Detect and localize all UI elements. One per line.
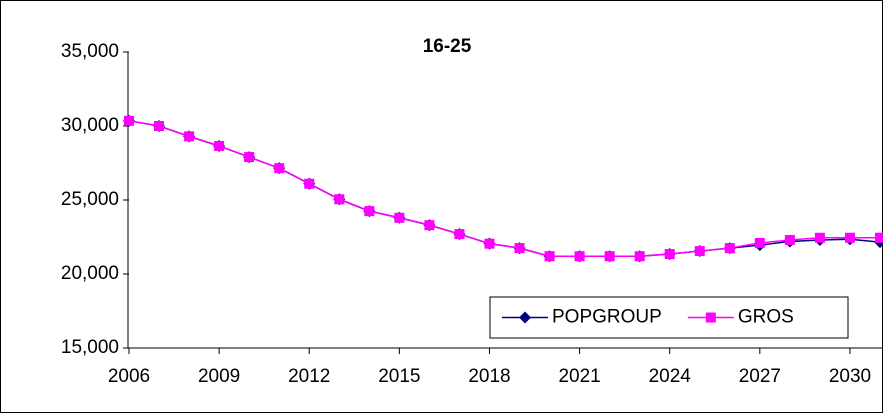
series-line [128, 120, 880, 257]
x-tick-label: 2021 [558, 366, 600, 387]
marker [754, 237, 765, 248]
marker [244, 152, 255, 163]
marker [514, 243, 525, 254]
y-tick-label: 35,000 [61, 41, 119, 62]
chart-title: 16-25 [423, 36, 472, 57]
marker [154, 121, 165, 131]
x-tick-label: 2027 [739, 366, 781, 387]
legend-box [489, 296, 849, 339]
marker [784, 234, 795, 245]
marker [304, 178, 315, 189]
marker [364, 206, 375, 217]
y-tick-label: 30,000 [61, 115, 119, 136]
marker [454, 229, 465, 240]
y-tick-label: 20,000 [61, 263, 119, 284]
marker [214, 140, 225, 151]
marker [705, 312, 716, 323]
marker [874, 232, 883, 243]
x-tick-label: 2024 [649, 366, 692, 387]
x-tick-label: 2006 [108, 366, 150, 387]
marker [484, 238, 495, 249]
marker [814, 232, 825, 243]
marker [424, 220, 435, 231]
marker [544, 251, 555, 262]
marker [394, 212, 405, 223]
marker [724, 243, 735, 254]
legend-label: POPGROUP [552, 307, 662, 328]
x-tick-label: 2012 [288, 366, 330, 387]
legend-label: GROS [738, 307, 794, 328]
marker [844, 232, 855, 243]
marker [664, 249, 675, 260]
x-tick-label: 2030 [829, 366, 871, 387]
marker [574, 251, 585, 262]
x-tick-label: 2015 [378, 366, 420, 387]
x-tick-label: 2009 [198, 366, 240, 387]
marker [634, 251, 645, 262]
marker [274, 163, 285, 174]
marker [694, 246, 705, 257]
marker [334, 194, 345, 205]
marker [604, 251, 615, 262]
marker [184, 131, 195, 142]
x-tick-label: 2018 [468, 366, 510, 387]
marker [124, 115, 134, 126]
y-tick-label: 15,000 [61, 337, 119, 358]
y-tick-label: 25,000 [61, 189, 119, 210]
marker [519, 311, 531, 324]
